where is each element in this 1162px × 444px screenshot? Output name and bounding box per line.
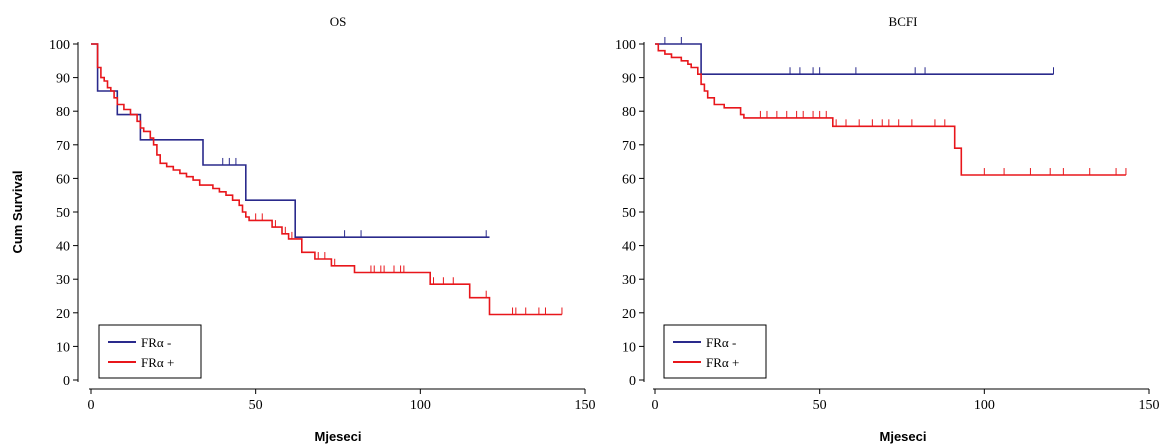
bcfi-y-tick-label: 20 xyxy=(622,307,636,322)
os-legend-label-frpos: FRα + xyxy=(141,355,174,370)
bcfi-x-tick-label: 150 xyxy=(1139,398,1160,413)
bcfi-x-tick-label: 50 xyxy=(813,398,827,413)
bcfi-y-tick-label: 0 xyxy=(629,374,636,389)
os-y-tick-label: 0 xyxy=(63,374,70,389)
os-x-tick-label: 100 xyxy=(410,398,431,413)
os-y-tick-label: 90 xyxy=(56,72,70,87)
os-title: OS xyxy=(330,14,347,29)
os-x-axis-label: Mjeseci xyxy=(315,429,362,444)
os-y-tick-label: 10 xyxy=(56,340,70,355)
os-x-tick-label: 150 xyxy=(575,398,596,413)
bcfi-y-tick-label: 80 xyxy=(622,105,636,120)
bcfi-legend-box xyxy=(663,324,767,379)
bcfi-legend: FRα - FRα + xyxy=(663,324,767,379)
os-legend-label-frneg: FRα - xyxy=(141,335,171,350)
bcfi-x-tick-label: 0 xyxy=(652,398,659,413)
bcfi-y-tick-label: 100 xyxy=(615,38,636,53)
bcfi-title: BCFI xyxy=(889,14,918,29)
os-y-tick-label: 100 xyxy=(49,38,70,53)
os-series-frneg-line xyxy=(91,43,490,238)
os-legend: FRα - FRα + xyxy=(98,324,202,379)
os-y-tick-label: 70 xyxy=(56,139,70,154)
bcfi-y-tick-label: 90 xyxy=(622,72,636,87)
bcfi-series-frneg-line xyxy=(655,43,1054,75)
os-legend-box xyxy=(98,324,202,379)
bcfi-legend-label-frneg: FRα - xyxy=(706,335,736,350)
bcfi-series-frpos-line xyxy=(655,43,1126,176)
os-x-tick-label: 50 xyxy=(249,398,263,413)
bcfi-y-tick-label: 60 xyxy=(622,172,636,187)
bcfi-y-tick-label: 50 xyxy=(622,206,636,221)
os-panel: OS Cum Survival Mjeseci 0 10 20 30 40 50 60 70 8… xyxy=(10,14,596,444)
os-y-tick-label: 20 xyxy=(56,307,70,322)
bcfi-y-tick-label: 10 xyxy=(622,340,636,355)
os-y-axis-label: Cum Survival xyxy=(10,170,25,253)
bcfi-y-tick-label: 70 xyxy=(622,139,636,154)
os-x-tick-label: 0 xyxy=(88,398,95,413)
os-series-frpos-line xyxy=(91,43,562,316)
os-y-tick-label: 50 xyxy=(56,206,70,221)
bcfi-y-tick-label: 40 xyxy=(622,240,636,255)
bcfi-y-tick-label: 30 xyxy=(622,273,636,288)
os-y-tick-label: 30 xyxy=(56,273,70,288)
bcfi-panel: BCFI Mjeseci 0 10 20 30 40 50 60 70 80 90 100 0 50 10… xyxy=(615,14,1160,444)
bcfi-x-axis-label: Mjeseci xyxy=(880,429,927,444)
os-y-tick-label: 80 xyxy=(56,105,70,120)
os-y-tick-label: 60 xyxy=(56,172,70,187)
bcfi-legend-label-frpos: FRα + xyxy=(706,355,739,370)
bcfi-x-tick-label: 100 xyxy=(974,398,995,413)
os-y-tick-label: 40 xyxy=(56,240,70,255)
